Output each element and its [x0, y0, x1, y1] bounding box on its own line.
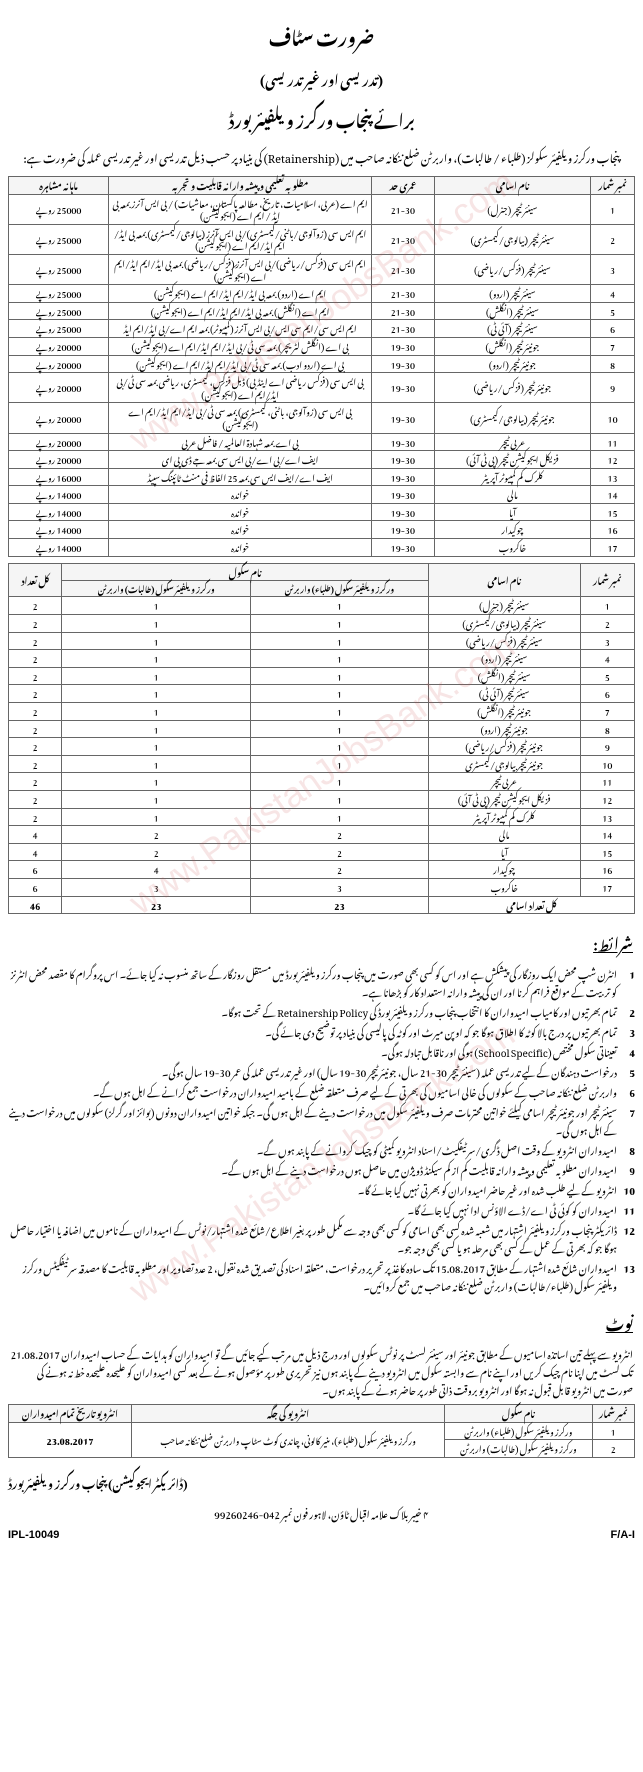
cell: 25000 روپے: [9, 254, 109, 284]
signature: (ڈائریکٹر ایجوکیشن) پنجاب ورکرز ویلفیئر …: [8, 1468, 635, 1496]
table-row: 3سینئر ٹیچر (فزکس/ریاضی)112: [9, 632, 635, 650]
table-row: 12فزیکل ایجوکیشن ٹیچر (پی ٹی آئی)112: [9, 790, 635, 808]
interview-table: نمبر شمار نام سکول انٹرویو کی جگہ انٹروی…: [8, 1404, 635, 1458]
cell: 14000 روپے: [9, 539, 109, 557]
description: پنجاب ورکرز ویلفیئر سکولز (طلباء / طالبا…: [8, 142, 635, 170]
cell: جونیئر ٹیچر (بیالوجی/کیمسٹری): [434, 403, 591, 433]
th-post: نام اسامی: [434, 177, 591, 195]
subtitle: (تدریسی اور غیر تدریسی): [8, 61, 635, 94]
cell: 23.08.2017: [9, 1422, 132, 1457]
cell: ایم ایس سی (زوآلوجی/باٹنی/کیمسٹری)/بی ای…: [109, 224, 372, 254]
table-row: 15آیا19-30خواندہ14000 روپے: [9, 503, 635, 521]
list-item: امیدواران شائع شدہ اشتہار کے مطابق 15.08…: [8, 1258, 617, 1294]
table-row: 2سینئر ٹیچر (بیالوجی/کیمسٹری)21-30ایم ای…: [9, 224, 635, 254]
cell: 10: [591, 403, 635, 433]
cell: 17: [591, 539, 635, 557]
th-comm: انٹرویو کی جگہ: [131, 1405, 444, 1423]
conditions-title: شرائط:: [10, 922, 633, 960]
list-item: ڈائریکٹر پنجاب ورکرز ویلفیئر اشتہار میں …: [8, 1220, 617, 1256]
footer: (ڈائریکٹر ایجوکیشن) پنجاب ورکرز ویلفیئر …: [8, 1468, 635, 1541]
table-row: 13کلرک کم کمپیوٹر آپریٹر112: [9, 808, 635, 826]
org-title: برائے پنجاب ورکرز ویلفیئر بورڈ: [8, 98, 635, 138]
cell: 21-30: [372, 224, 435, 254]
table-row: 9جونیئر ٹیچر (فزکس/ریاضی)19-30بی ایس سی …: [9, 373, 635, 403]
table-row: 5سینئر ٹیچر (انگلش)112: [9, 667, 635, 685]
th-post: نام اسامی: [428, 563, 580, 597]
cell: 3: [591, 254, 635, 284]
cell: ایم ایس سی (فزکس/ریاضی)/بی ایس آنرز (فزک…: [109, 254, 372, 284]
cell: 21-30: [372, 194, 435, 224]
cell: خاکروب: [434, 539, 591, 557]
th-sr: نمبر شمار: [580, 563, 634, 597]
table-row: 16چوکیدار246: [9, 861, 635, 879]
table-row: 1سینئر ٹیچر (جنرل)21-30ایم اے (عربی، اسل…: [9, 194, 635, 224]
posts-table: نمبر شمار نام اسامی عمری حد مطلوبہ تعلیم…: [8, 176, 635, 557]
cell: 19-30: [372, 539, 435, 557]
address: ۴ خیبر بلاک علامہ اقبال ٹاؤن، لاہور فون …: [8, 1500, 635, 1525]
note-text: انٹرویو سے پہلے تین اساتذہ اسامیوں کے مط…: [10, 1344, 633, 1398]
cell: 1: [591, 194, 635, 224]
table-row: 16چوکیدار19-30خواندہ14000 روپے: [9, 521, 635, 539]
cell: 2: [592, 1440, 634, 1458]
note-title: نوٹ: [10, 1302, 633, 1340]
cell: 25000 روپے: [9, 224, 109, 254]
cell: کل تعداد اسامی: [428, 896, 634, 914]
cell: 46: [9, 896, 62, 914]
cell: 21-30: [372, 254, 435, 284]
conditions-list: انٹرن شپ محض ایک روزگار کی پیشکش ہے اور …: [8, 964, 635, 1294]
cell: 8: [591, 355, 635, 373]
th-date: انٹرویو تاریخ تمام امیدواران: [9, 1405, 132, 1423]
cell: سینئر ٹیچر (بیالوجی/کیمسٹری): [434, 224, 591, 254]
table-row: 7جونیئر ٹیچر (انگلش)112: [9, 703, 635, 721]
table-row: 15آیا224: [9, 843, 635, 861]
fai-code: F/A-I: [611, 1529, 635, 1541]
cell: سینئر ٹیچر (فزکس/ریاضی): [434, 254, 591, 284]
cell: 19-30: [372, 373, 435, 403]
table-row: 6سینئر ٹیچر (آئی ٹی)112: [9, 685, 635, 703]
table-row: 3سینئر ٹیچر (فزکس/ریاضی)21-30ایم ایس سی …: [9, 254, 635, 284]
cell: ورکرز ویلفیئر سکول (طالبات) واربرٹن: [445, 1440, 592, 1458]
cell: جونیئر ٹیچر (اردو): [434, 355, 591, 373]
cell: 19-30: [372, 355, 435, 373]
list-item: انٹرن شپ محض ایک روزگار کی پیشکش ہے اور …: [8, 964, 617, 1000]
cell: 19-30: [372, 403, 435, 433]
cell: 23: [251, 896, 429, 914]
list-item: سینئر ٹیچر اور جونیئر ٹیچر اسامی کیلئے خ…: [8, 1102, 617, 1138]
cell: 23: [62, 896, 251, 914]
cell: خاکروب: [428, 878, 580, 896]
vacancies-table: نمبر شمار نام اسامی نام سکول کل تعداد ور…: [8, 563, 635, 914]
th-salary: ماہانہ مشاہرہ: [9, 177, 109, 195]
cell: بی ایس سی (فزکس ریاضی اے اینڈ بی) ڈبل فز…: [109, 373, 372, 403]
th-age: عمری حد: [372, 177, 435, 195]
table-row: 17خاکروب19-30خواندہ14000 روپے: [9, 539, 635, 557]
cell: 20000 روپے: [9, 355, 109, 373]
cell: ایم اے (عربی، اسلامیات، تاریخ، مطالعہ پا…: [109, 194, 372, 224]
cell: 20000 روپے: [9, 373, 109, 403]
cell: 20000 روپے: [9, 403, 109, 433]
table-row: 13کلرک کم کمپیوٹر آپریٹر19-30ایف اے/ایف …: [9, 468, 635, 486]
table-row: 10جونیئر ٹیچر بیالوجی/کیمسٹری112: [9, 755, 635, 773]
cell: خواندہ: [109, 539, 372, 557]
cell: بی ایس سی (زوآلوجی، باٹنی، کیمسٹری) بمعہ…: [109, 403, 372, 433]
th-total: کل تعداد: [9, 563, 62, 597]
table-row: 10جونیئر ٹیچر (بیالوجی/کیمسٹری)19-30بی ا…: [9, 403, 635, 433]
main-title: ضرورت سٹاف: [8, 12, 635, 57]
cell: جونیئر ٹیچر (فزکس/ریاضی): [434, 373, 591, 403]
ipl-code: IPL-10049: [8, 1529, 59, 1541]
cell: ورکرز ویلفیئر سکول (طلباء)، منیر کالونی،…: [131, 1422, 444, 1457]
cell: 17: [580, 878, 634, 896]
cell: 2: [591, 224, 635, 254]
cell: 25000 روپے: [9, 194, 109, 224]
table-row: 4سینئر ٹیچر (اردو)112: [9, 650, 635, 668]
cell: 9: [591, 373, 635, 403]
cell: سینئر ٹیچر (جنرل): [434, 194, 591, 224]
total-row: کل تعداد اسامی232346: [9, 896, 635, 914]
table-row: 14مالی19-30خواندہ14000 روپے: [9, 486, 635, 504]
table-row: 14مالی224: [9, 826, 635, 844]
th-sr: نمبر شمار: [591, 177, 635, 195]
